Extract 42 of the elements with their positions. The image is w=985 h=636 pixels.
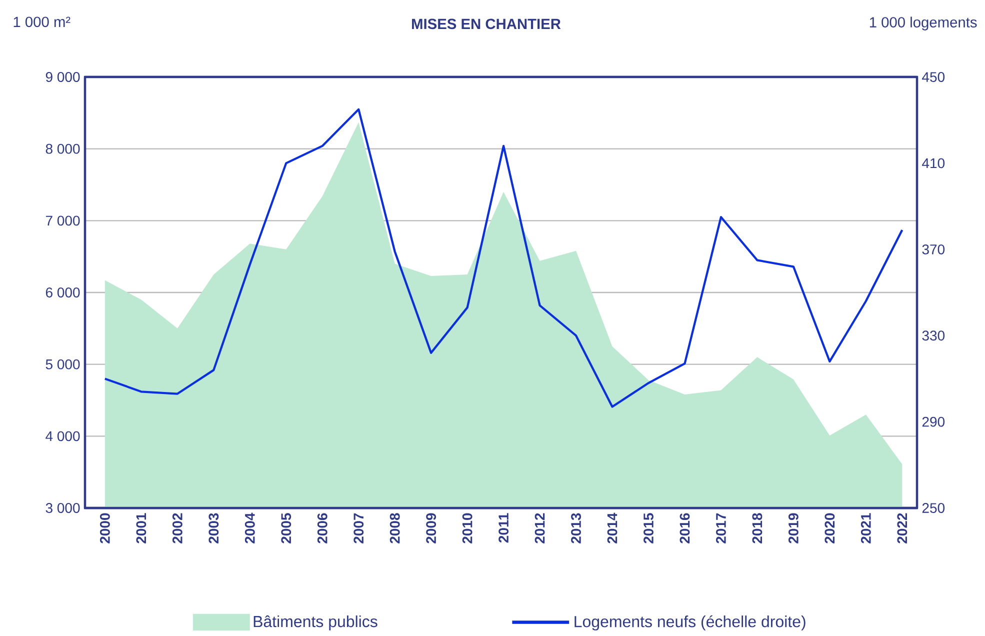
y2-tick-label: 370 [922, 244, 945, 254]
y-tick-label: 6 000 [46, 288, 80, 298]
x-tick-label: 2018 [752, 513, 762, 544]
x-tick-label: 2020 [824, 513, 835, 544]
x-tick-label: 2004 [244, 512, 255, 544]
x-tick-label: 2014 [607, 512, 618, 544]
x-tick-label: 2000 [100, 513, 110, 544]
x-tick-label: 2005 [281, 513, 292, 544]
y-tick-label: 4 000 [46, 431, 80, 442]
y2-tick-label: 330 [922, 330, 945, 341]
x-tick-label: 2003 [208, 513, 219, 544]
x-tick-label: 2019 [788, 513, 798, 544]
x-tick-label: 2017 [716, 513, 726, 544]
x-tick-label: 2021 [860, 513, 871, 544]
legend-label: Bâtiments publics [254, 615, 378, 630]
x-tick-label: 2001 [136, 513, 146, 544]
y2-tick-label: 450 [922, 72, 945, 82]
x-tick-label: 2013 [571, 513, 581, 544]
x-tick-label: 2002 [172, 513, 182, 544]
y-tick-label: 3 000 [46, 503, 80, 513]
legend-label: Logements neufs (échelle droite) [574, 615, 806, 630]
x-tick-label: 2012 [534, 513, 545, 544]
x-tick-label: 2009 [426, 513, 436, 544]
y2-axis-title: 1 000 logements [870, 16, 977, 30]
y2-tick-label: 410 [922, 158, 945, 168]
y-tick-label: 5 000 [46, 359, 80, 370]
x-tick-label: 2007 [354, 513, 364, 544]
y-tick-label: 7 000 [46, 216, 80, 226]
y-tick-label: 8 000 [46, 144, 80, 154]
y2-tick-label: 290 [922, 416, 945, 427]
x-tick-label: 2015 [644, 513, 654, 544]
line-series [104, 108, 904, 408]
x-tick-label: 2008 [390, 513, 400, 544]
y-tick-label: 9 000 [46, 72, 80, 82]
x-tick-label: 2010 [462, 513, 472, 544]
x-tick-label: 2006 [317, 513, 328, 544]
y2-tick-label: 250 [922, 503, 945, 513]
chart-title: MISES EN CHANTIER [412, 18, 561, 30]
x-tick-label: 2011 [498, 513, 509, 543]
x-tick-label: 2022 [897, 513, 908, 544]
y-axis-title: 1 000 m² [14, 16, 70, 28]
x-tick-label: 2016 [680, 513, 690, 544]
